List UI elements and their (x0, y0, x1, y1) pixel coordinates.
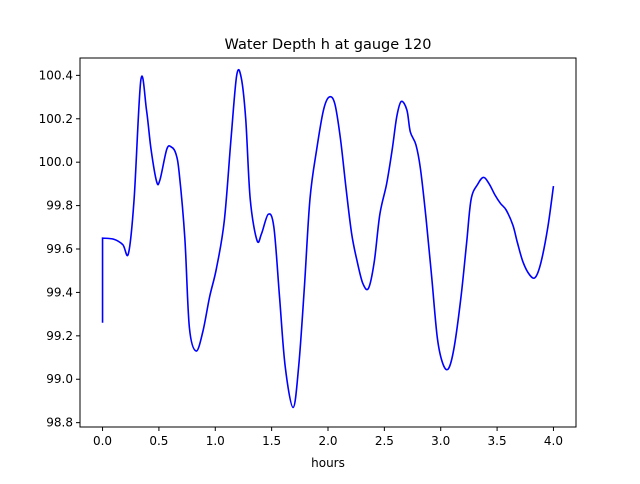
y-tick-label: 99.8 (46, 199, 73, 213)
x-tick-label: 3.0 (431, 434, 450, 448)
y-tick-label: 98.8 (46, 416, 73, 430)
x-tick-label: 0.0 (93, 434, 112, 448)
y-tick-label: 100.0 (39, 155, 73, 169)
x-axis-label: hours (311, 456, 345, 470)
y-tick-label: 99.0 (46, 372, 73, 386)
y-tick-label: 100.4 (39, 68, 73, 82)
x-tick-label: 0.5 (149, 434, 168, 448)
y-tick-label: 100.2 (39, 112, 73, 126)
y-tick-label: 99.4 (46, 285, 73, 299)
chart-title: Water Depth h at gauge 120 (225, 37, 432, 53)
series-line-h (101, 68, 555, 409)
x-tick-label: 2.0 (318, 434, 337, 448)
x-tick-label: 1.5 (262, 434, 281, 448)
x-tick-label: 1.0 (206, 434, 225, 448)
x-tick-label: 2.5 (375, 434, 394, 448)
x-tick-label: 3.5 (488, 434, 507, 448)
y-tick-label: 99.2 (46, 329, 73, 343)
y-tick-label: 99.6 (46, 242, 73, 256)
plot-area (79, 57, 577, 428)
x-tick-label: 4.0 (544, 434, 563, 448)
